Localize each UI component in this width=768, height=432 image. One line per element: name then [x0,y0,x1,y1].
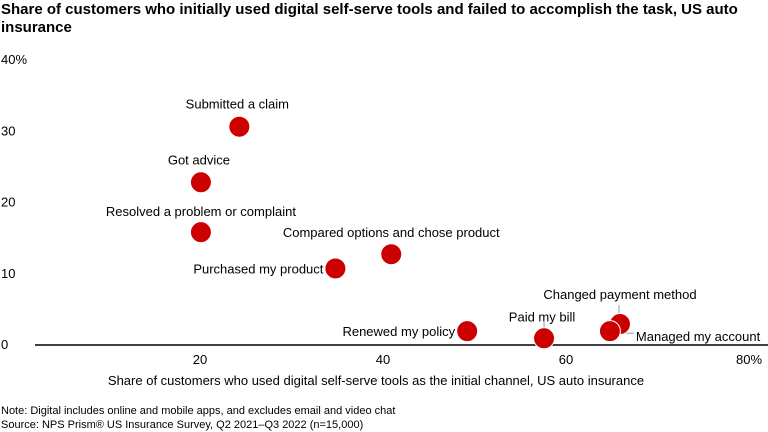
data-point [324,257,347,280]
data-point [380,243,403,266]
data-point [598,320,621,343]
data-label: Resolved a problem or complaint [106,204,296,219]
data-label: Purchased my product [193,261,323,276]
data-label: Changed payment method [543,287,696,302]
data-point [456,320,479,343]
data-point [189,221,212,244]
data-label: Managed my account [636,329,761,344]
data-point [533,327,556,350]
x-tick-label: 60 [559,352,573,367]
data-point [189,171,212,194]
chart-note: Note: Digital includes online and mobile… [1,405,396,417]
data-label: Paid my bill [509,309,576,324]
data-label: Submitted a claim [186,97,289,112]
data-label: Renewed my policy [342,324,455,339]
y-tick-label: 10 [1,266,15,281]
chart-title: Share of customers who initially used di… [1,1,738,36]
y-tick-label: 20 [1,195,15,210]
y-tick-label: 0 [1,337,8,352]
x-tick-label: 20 [193,352,207,367]
y-tick-label: 40% [1,52,27,67]
x-axis-label: Share of customers who used digital self… [108,373,644,388]
x-tick-label: 40 [376,352,390,367]
x-tick-label: 80% [736,352,762,367]
data-point [228,115,251,138]
y-tick-label: 30 [1,123,15,138]
data-label: Compared options and chose product [283,225,500,240]
data-label: Got advice [168,152,230,167]
chart-source: Source: NPS Prism® US Insurance Survey, … [1,419,364,431]
